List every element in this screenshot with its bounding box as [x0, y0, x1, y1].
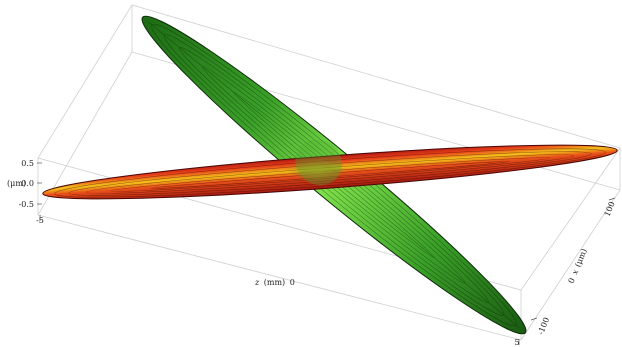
z-axis-unit: (mm)	[264, 278, 285, 287]
x-axis-zero: 0	[567, 277, 577, 285]
z-tick-label: 5	[514, 338, 519, 347]
x-tick-label: 100	[603, 200, 617, 218]
beam-intersection	[287, 139, 347, 186]
x-axis-var: x	[570, 268, 580, 276]
vertical-tick-label: 0.0	[21, 179, 34, 188]
vertical-axis: 0.5 0.0 -0.5 (μm)	[7, 159, 42, 209]
z-axis-var: z	[254, 278, 260, 287]
z-tick-label: -5	[36, 216, 44, 225]
z-axis-label: z (mm) 0	[254, 278, 295, 287]
vertical-tick-label: 0.5	[21, 159, 34, 168]
x-axis-unit: (μm)	[573, 247, 588, 268]
vertical-tick-label: -0.5	[19, 200, 34, 209]
z-axis: -5 5 z (mm) 0	[36, 215, 520, 347]
z-axis-zero: 0	[290, 278, 295, 287]
x-axis: 100 -100 0 x (μm)	[530, 197, 617, 336]
x-tick-label: -100	[536, 316, 551, 336]
vertical-axis-label: (μm)	[7, 179, 26, 188]
